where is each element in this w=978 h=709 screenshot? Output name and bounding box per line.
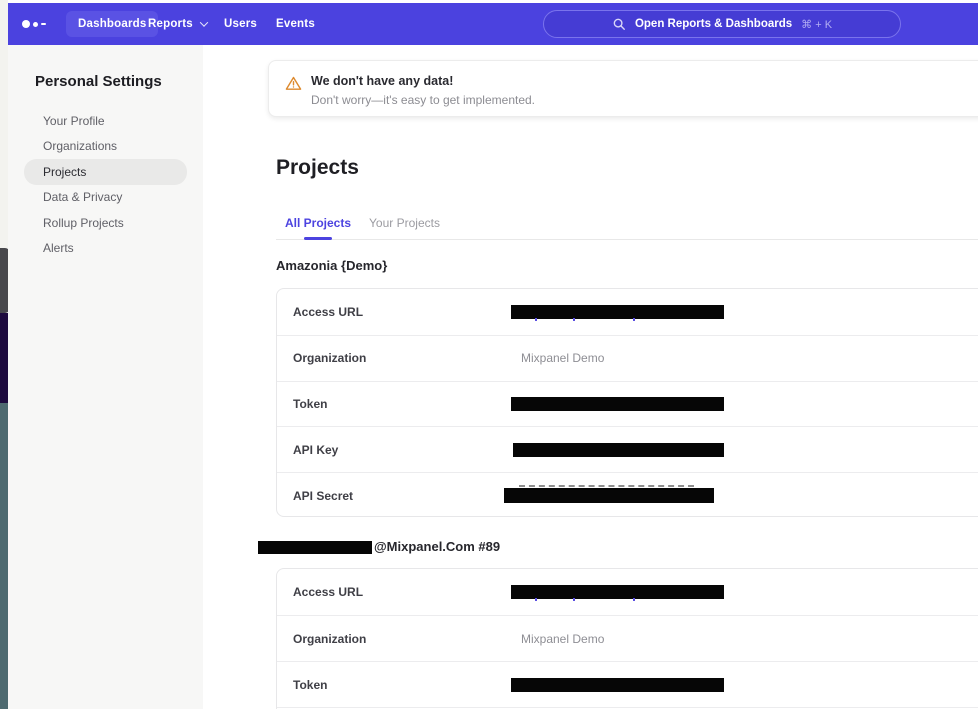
page-title: Projects [276,156,359,179]
row-value: Mixpanel Demo [511,351,978,365]
redacted-value [513,442,724,457]
nav-users[interactable]: Users [224,18,257,30]
redacted-value [511,304,724,321]
row-label: Organization [293,351,367,366]
sidebar-item-rollup-projects[interactable]: Rollup Projects [43,215,124,230]
logo-dot-large [22,20,30,28]
organization-value: Mixpanel Demo [521,631,605,646]
nav-dashboards[interactable]: Dashboards [66,11,159,37]
sidebar-item-data-privacy[interactable]: Data & Privacy [43,190,123,205]
warning-icon [285,76,302,90]
logo-dot-medium [33,21,38,27]
table-row: API Key [277,426,978,472]
sidebar-item-your-profile[interactable]: Your Profile [43,113,105,128]
left-edge-strip-purple [0,313,10,403]
nav-events[interactable]: Events [276,18,315,30]
left-edge-strip-teal [0,403,11,709]
banner-title: We don't have any data! [311,74,454,88]
table-row: Access URL [277,569,978,615]
nav-reports-label: Reports [148,18,193,30]
mixpanel-logo[interactable] [22,3,46,45]
search-placeholder: Open Reports & Dashboards [634,18,793,30]
project-name: Amazonia {Demo} [276,258,388,273]
nav-reports[interactable]: Reports [148,3,209,45]
main-content: We don't have any data! Don't worry—it's… [203,45,978,709]
row-value [511,396,978,411]
row-label: Token [293,396,328,411]
logo-dot-small [41,22,46,26]
row-value [511,677,978,692]
table-row [277,707,978,709]
tab-your-projects[interactable]: Your Projects [369,216,440,230]
projects-tabs: All Projects Your Projects [276,207,978,240]
redacted-value [511,677,724,692]
table-row: Organization Mixpanel Demo [277,334,978,381]
settings-sidebar: Personal Settings Your Profile Organizat… [8,45,203,709]
row-value [511,585,978,601]
row-value: Mixpanel Demo [511,632,978,646]
left-edge-tab [0,248,10,313]
row-label: Access URL [293,585,364,599]
row-value [511,442,978,457]
row-label: Organization [293,631,367,646]
search-shortcut: ⌘ + K [801,18,833,31]
row-label: API Secret [293,488,354,503]
organization-value: Mixpanel Demo [521,351,605,366]
row-label: API Key [293,442,339,457]
redacted-value [511,396,724,411]
table-row: Token [277,661,978,707]
project-name: @Mixpanel.Com #89 [258,539,500,555]
project-card: Access URL Organization Mixpanel Demo To… [276,288,978,517]
project-card: Access URL Organization Mixpanel Demo To… [276,568,978,709]
row-label: Token [293,677,328,692]
table-row: Token [277,380,978,427]
sidebar-item-organizations[interactable]: Organizations [43,139,118,154]
row-value [504,485,978,504]
no-data-banner: We don't have any data! Don't worry—it's… [268,60,978,117]
sidebar-title: Personal Settings [35,73,162,90]
global-search[interactable]: Open Reports & Dashboards ⌘ + K [543,10,901,38]
table-row: Organization Mixpanel Demo [277,615,978,661]
top-navbar: Dashboards Reports Users Events Open Rep… [8,3,978,45]
search-icon [613,18,625,30]
tab-all-projects[interactable]: All Projects [285,207,351,239]
project-name-suffix: @Mixpanel.Com #89 [374,539,501,554]
table-row: API Secret [277,472,978,518]
redacted-value [511,585,724,601]
table-row: Access URL [277,289,978,335]
row-label: Access URL [293,304,364,319]
sidebar-item-alerts[interactable]: Alerts [43,241,74,256]
redacted-project-name [258,540,372,554]
sidebar-item-projects[interactable]: Projects [24,159,187,185]
redacted-value [504,485,714,504]
row-value [511,304,978,321]
banner-subtitle: Don't worry—it's easy to get implemented… [311,93,536,107]
chevron-down-icon [199,18,209,27]
